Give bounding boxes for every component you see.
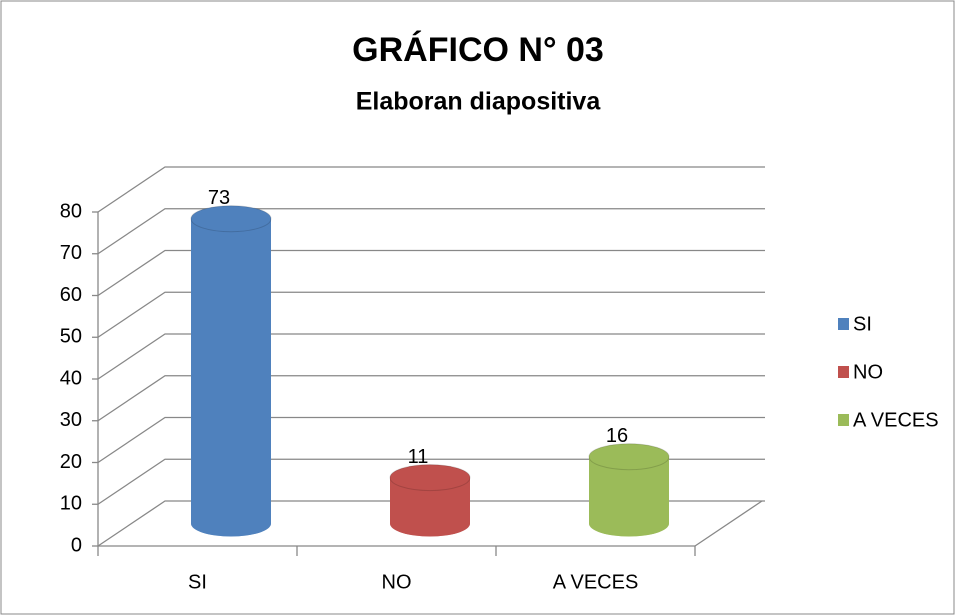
grid-line bbox=[97, 333, 765, 380]
legend-label: NO bbox=[853, 361, 883, 383]
cylinder-shade bbox=[191, 218, 271, 537]
grid-line bbox=[97, 416, 765, 464]
chart-subtitle: Elaboran diapositiva bbox=[356, 88, 602, 116]
data-label: 11 bbox=[408, 446, 429, 468]
x-tick-label: SI bbox=[188, 571, 207, 593]
grid-line bbox=[97, 208, 765, 255]
y-tick-label: 50 bbox=[60, 326, 82, 348]
y-tick-label: 10 bbox=[60, 493, 82, 515]
legend-swatch bbox=[838, 366, 849, 378]
legend-swatch bbox=[838, 414, 849, 426]
grid-line bbox=[97, 291, 765, 338]
x-tick-label: NO bbox=[382, 571, 412, 593]
y-tick-label: 30 bbox=[60, 409, 82, 431]
grid-line bbox=[97, 249, 765, 297]
y-tick-label: 60 bbox=[60, 284, 82, 306]
x-tick-label: A VECES bbox=[553, 571, 639, 593]
grid-line bbox=[97, 375, 765, 422]
chart-title: GRÁFICO N° 03 bbox=[352, 31, 604, 69]
legend-label: A VECES bbox=[853, 409, 939, 431]
y-tick-label: 0 bbox=[71, 534, 82, 556]
legend-swatch bbox=[838, 318, 849, 330]
y-tick-label: 80 bbox=[60, 200, 82, 222]
grid-line bbox=[97, 500, 765, 547]
data-label: 16 bbox=[606, 425, 628, 447]
cylinder-shade bbox=[390, 477, 470, 537]
grid-line bbox=[97, 458, 765, 505]
floor-edge bbox=[694, 500, 763, 547]
y-tick-label: 40 bbox=[60, 367, 82, 389]
cylinder-top bbox=[389, 464, 471, 492]
cylinder-shade bbox=[589, 456, 669, 537]
cylinder-top bbox=[588, 443, 670, 471]
legend-label: SI bbox=[853, 313, 872, 335]
y-tick-label: 70 bbox=[60, 242, 82, 264]
y-tick-label: 20 bbox=[60, 451, 82, 473]
data-label: 73 bbox=[208, 187, 230, 209]
grid-line bbox=[97, 166, 765, 213]
cylinder-top bbox=[190, 205, 272, 233]
